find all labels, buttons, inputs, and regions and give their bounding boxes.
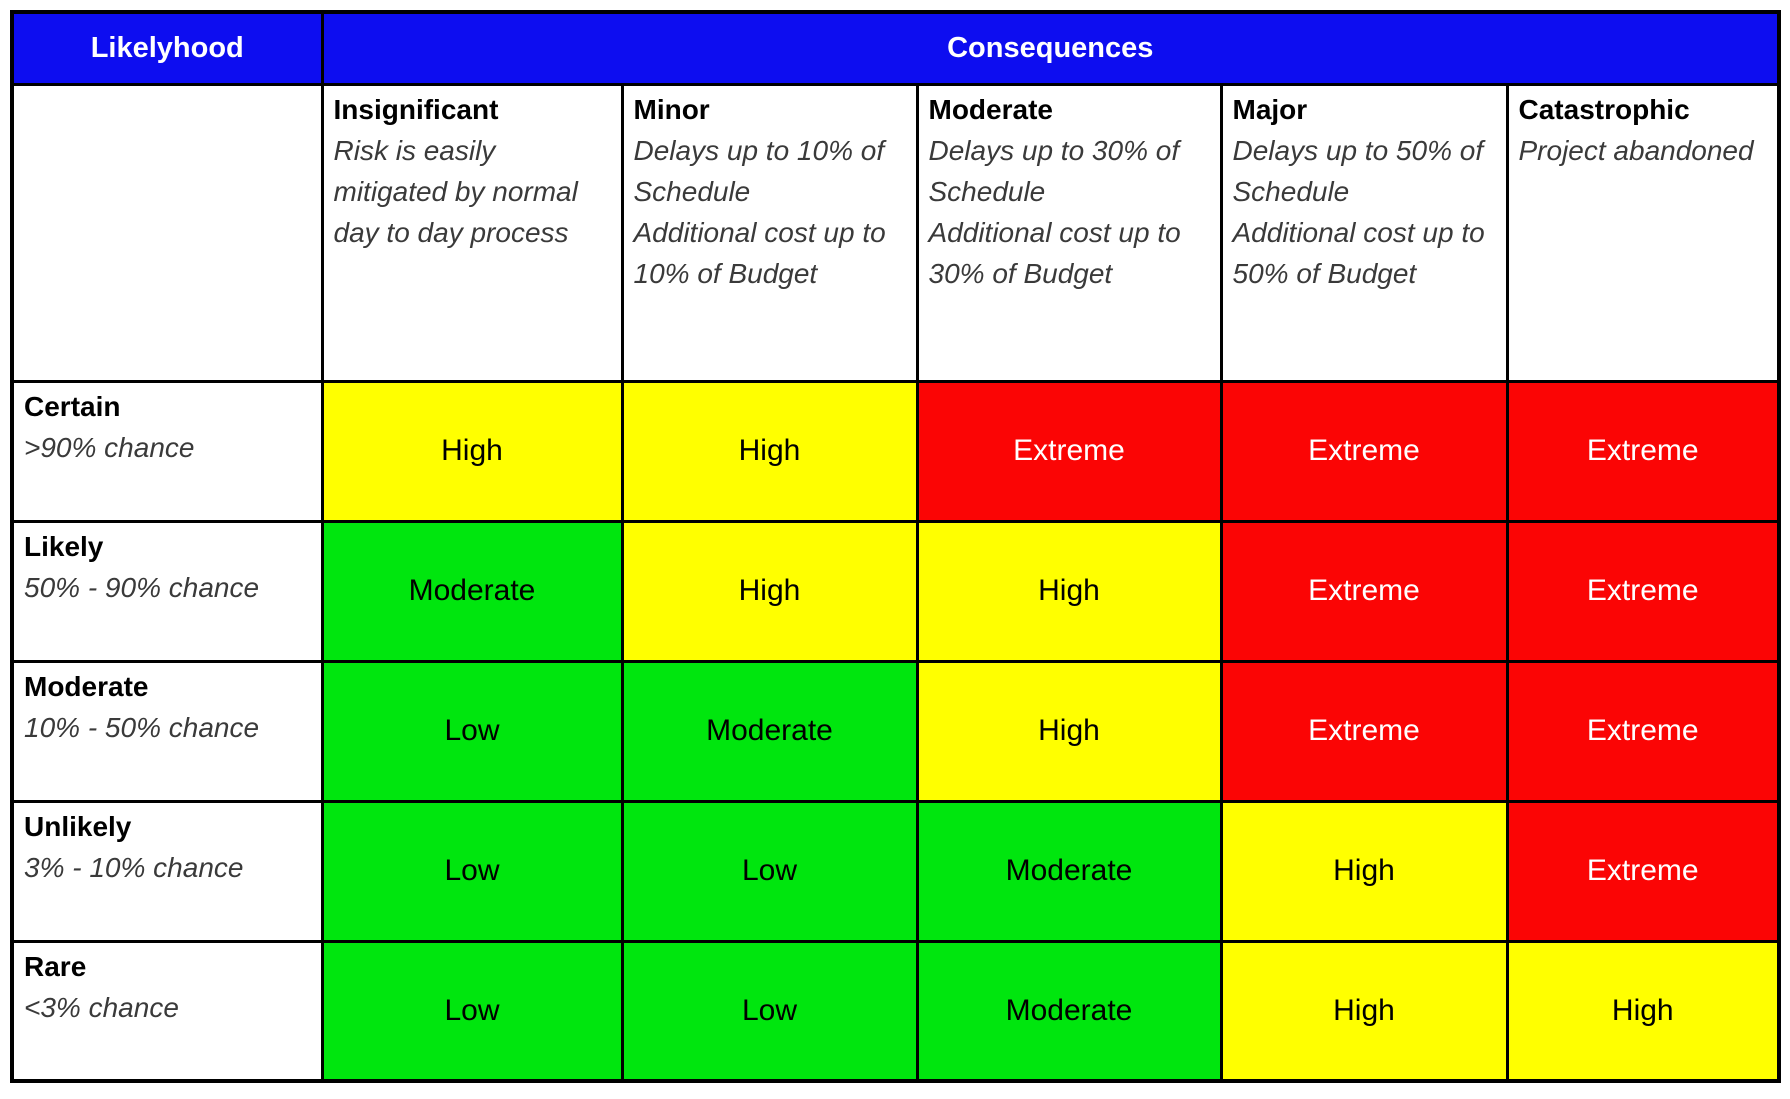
row-name: Likely: [24, 530, 104, 562]
row-name: Rare: [24, 950, 87, 982]
consequences-header-cell: Consequences: [320, 10, 1781, 86]
risk-cell-likely-major: Extreme: [1219, 519, 1509, 663]
row-likely: Likely 50% - 90% chance Moderate High Hi…: [10, 519, 1781, 663]
risk-cell-likely-moderate: High: [915, 519, 1223, 663]
risk-cell-unlikely-major: High: [1219, 799, 1509, 943]
row-header-moderate: Moderate 10% - 50% chance: [10, 659, 324, 803]
risk-cell-unlikely-moderate: Moderate: [915, 799, 1223, 943]
column-header-major: Major Delays up to 50% of Schedule Additi…: [1219, 82, 1509, 383]
risk-cell-unlikely-minor: Low: [620, 799, 919, 943]
row-certain: Certain >90% chance High High Extreme Ex…: [10, 379, 1781, 523]
row-name: Unlikely: [24, 810, 132, 842]
row-rare: Rare <3% chance Low Low Moderate High Hi…: [10, 939, 1781, 1083]
row-description: >90% chance: [24, 431, 195, 463]
column-name: Major: [1232, 93, 1308, 125]
row-header-certain: Certain >90% chance: [10, 379, 324, 523]
column-name: Insignificant: [333, 93, 499, 125]
row-unlikely: Unlikely 3% - 10% chance Low Low Moderat…: [10, 799, 1781, 943]
risk-cell-moderate-moderate: High: [915, 659, 1223, 803]
risk-cell-moderate-major: Extreme: [1219, 659, 1509, 803]
column-header-catastrophic: Catastrophic Project abandoned: [1505, 82, 1781, 383]
risk-cell-rare-moderate: Moderate: [915, 939, 1223, 1083]
column-header-insignificant: Insignificant Risk is easily mitigated b…: [320, 82, 624, 383]
risk-cell-unlikely-catastrophic: Extreme: [1505, 799, 1781, 943]
row-name: Certain: [24, 390, 121, 422]
empty-corner-cell: [10, 82, 324, 383]
column-header-moderate: Moderate Delays up to 30% of Schedule Add…: [915, 82, 1223, 383]
risk-cell-moderate-minor: Moderate: [620, 659, 919, 803]
risk-cell-likely-minor: High: [620, 519, 919, 663]
risk-cell-certain-moderate: Extreme: [915, 379, 1223, 523]
risk-cell-certain-catastrophic: Extreme: [1505, 379, 1781, 523]
row-name: Moderate: [24, 670, 149, 702]
risk-cell-unlikely-insignificant: Low: [320, 799, 624, 943]
column-description: Risk is easily mitigated by normal day t…: [333, 134, 578, 248]
column-description: Project abandoned: [1518, 134, 1754, 166]
column-description: Delays up to 50% of Schedule Additional c…: [1232, 134, 1485, 289]
risk-cell-certain-major: Extreme: [1219, 379, 1509, 523]
column-name: Catastrophic: [1518, 93, 1690, 125]
risk-cell-rare-catastrophic: High: [1505, 939, 1781, 1083]
risk-cell-rare-minor: Low: [620, 939, 919, 1083]
risk-cell-certain-insignificant: High: [320, 379, 624, 523]
risk-cell-rare-major: High: [1219, 939, 1509, 1083]
column-description: Delays up to 10% of Schedule Additional c…: [633, 134, 886, 289]
risk-cell-likely-catastrophic: Extreme: [1505, 519, 1781, 663]
row-description: 3% - 10% chance: [24, 851, 244, 883]
column-name: Moderate: [928, 93, 1053, 125]
risk-cell-certain-minor: High: [620, 379, 919, 523]
risk-matrix-table: Likelyhood Consequences Insignificant Ri…: [10, 10, 1782, 1083]
column-header-row: Insignificant Risk is easily mitigated b…: [10, 82, 1781, 383]
row-description: <3% chance: [24, 991, 179, 1023]
risk-cell-moderate-catastrophic: Extreme: [1505, 659, 1781, 803]
column-name: Minor: [633, 93, 710, 125]
row-header-unlikely: Unlikely 3% - 10% chance: [10, 799, 324, 943]
risk-cell-rare-insignificant: Low: [320, 939, 624, 1083]
risk-cell-likely-insignificant: Moderate: [320, 519, 624, 663]
row-header-rare: Rare <3% chance: [10, 939, 324, 1083]
row-header-likely: Likely 50% - 90% chance: [10, 519, 324, 663]
column-header-minor: Minor Delays up to 10% of Schedule Additi…: [620, 82, 919, 383]
title-row: Likelyhood Consequences: [10, 10, 1781, 86]
row-description: 50% - 90% chance: [24, 571, 260, 603]
likelihood-header-cell: Likelyhood: [10, 10, 324, 86]
risk-cell-moderate-insignificant: Low: [320, 659, 624, 803]
row-moderate: Moderate 10% - 50% chance Low Moderate H…: [10, 659, 1781, 803]
row-description: 10% - 50% chance: [24, 711, 260, 743]
column-description: Delays up to 30% of Schedule Additional c…: [928, 134, 1181, 289]
